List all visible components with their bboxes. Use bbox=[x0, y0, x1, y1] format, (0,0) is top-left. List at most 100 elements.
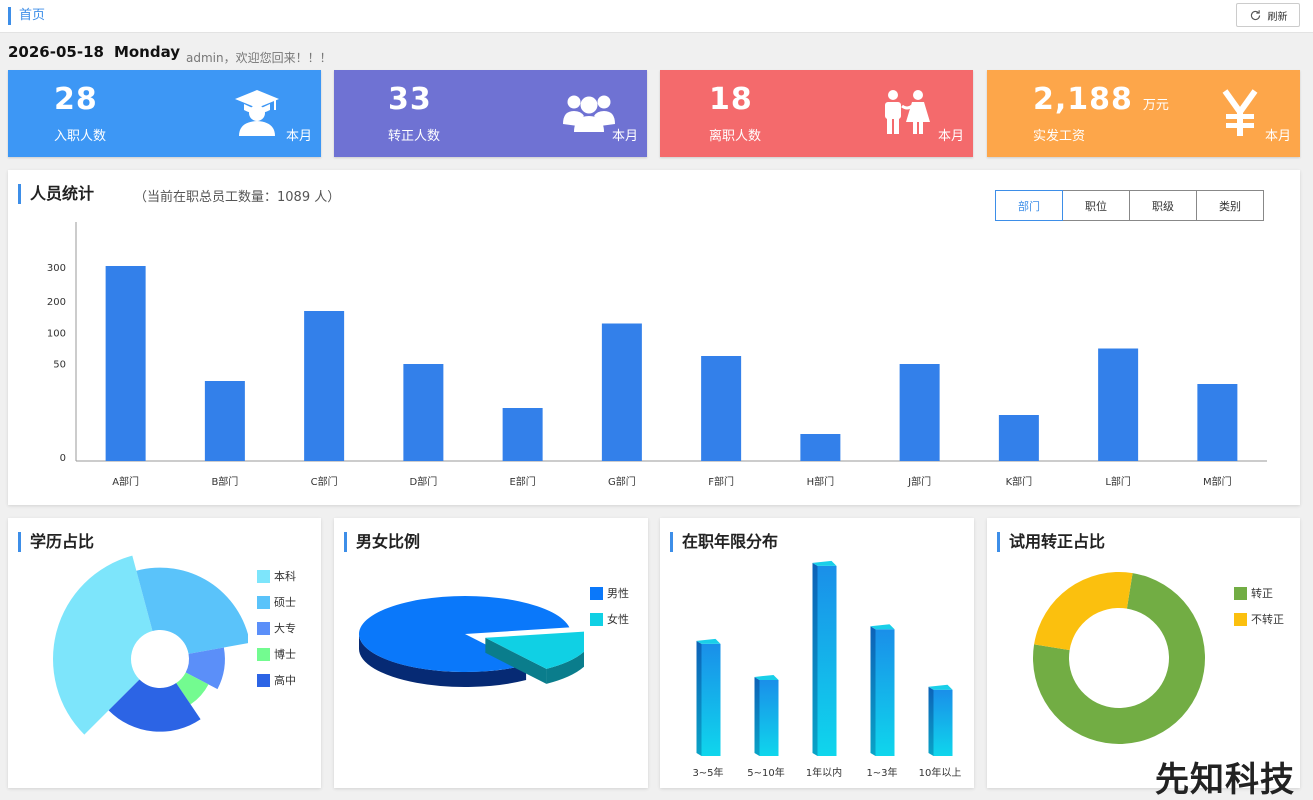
tab-position[interactable]: 职位 bbox=[1062, 190, 1130, 221]
legend-item[interactable]: 不转正 bbox=[1234, 612, 1284, 626]
x-tick-label: G部门 bbox=[608, 475, 636, 488]
gender-title: 男女比例 bbox=[344, 532, 420, 552]
gender-panel: 男女比例 男性女性 bbox=[334, 518, 648, 788]
bar-J部门 bbox=[899, 364, 940, 461]
stat-value: 18 bbox=[709, 82, 753, 117]
x-tick-label: A部门 bbox=[112, 475, 139, 488]
legend-label: 男性 bbox=[607, 587, 629, 600]
bar-E部门 bbox=[502, 408, 543, 461]
legend-label: 硕士 bbox=[274, 596, 296, 609]
legend-item[interactable]: 女性 bbox=[590, 612, 629, 626]
bar-top-1年以内 bbox=[812, 560, 837, 566]
legend-item[interactable]: 博士 bbox=[257, 647, 296, 661]
bar-side-1~3年 bbox=[870, 626, 876, 756]
stat-label: 入职人数 bbox=[54, 129, 107, 144]
y-tick-label: 100 bbox=[47, 328, 66, 339]
department-bar-chart: 0 50 100 200 300 A部门 B部门 C部门 D部门 E部门 G部门 F部门 H部门 J部门 K… bbox=[47, 222, 1267, 488]
pie-side-male bbox=[359, 634, 527, 687]
x-tick-label: H部门 bbox=[807, 475, 835, 488]
x-tick-label: L部门 bbox=[1105, 475, 1131, 488]
y-tick-label: 200 bbox=[47, 297, 66, 308]
legend-item[interactable]: 本科 bbox=[257, 569, 296, 583]
bar-L部门 bbox=[1098, 348, 1139, 461]
tenure-panel: 在职年限分布 3~5年 5~10年 1年以内 1~3年 10年以上 bbox=[660, 518, 974, 788]
legend-item[interactable]: 大专 bbox=[257, 621, 296, 635]
rose-slice-高中 bbox=[108, 679, 201, 732]
stat-unit: 万元 bbox=[1142, 98, 1169, 113]
legend-item[interactable]: 转正 bbox=[1234, 586, 1284, 600]
bar-front-1~3年 bbox=[875, 629, 895, 756]
bar-front-5~10年 bbox=[759, 679, 779, 756]
bar-side-5~10年 bbox=[754, 676, 760, 756]
bar-A部门 bbox=[105, 266, 146, 461]
x-tick-label: 3~5年 bbox=[692, 766, 723, 779]
refresh-icon bbox=[1250, 9, 1260, 20]
bar-top-10年以上 bbox=[928, 684, 953, 690]
education-panel: 学历占比 本科 硕士 大专 博士 高中 bbox=[8, 518, 321, 788]
bar-front-1年以内 bbox=[817, 565, 837, 756]
breadcrumb-home[interactable]: 首页 bbox=[8, 7, 45, 25]
legend-swatch bbox=[1234, 612, 1247, 626]
bar-side-3~5年 bbox=[696, 640, 702, 756]
yen-icon bbox=[1222, 89, 1258, 136]
x-tick-label: K部门 bbox=[1006, 475, 1033, 488]
pie-side-female bbox=[546, 651, 584, 684]
bar-M部门 bbox=[1197, 384, 1238, 461]
y-tick-label: 0 bbox=[60, 453, 66, 464]
pie-slice-female bbox=[485, 631, 584, 669]
donut-slice-不转正 bbox=[1034, 572, 1133, 651]
legend-label: 不转正 bbox=[1251, 613, 1284, 626]
legend-item[interactable]: 男性 bbox=[590, 586, 629, 600]
tab-category[interactable]: 类别 bbox=[1196, 190, 1264, 221]
education-legend: 本科硕士大专博士高中 bbox=[257, 569, 296, 699]
rose-slice-本科 bbox=[53, 555, 153, 735]
graduate-icon bbox=[235, 90, 279, 136]
personnel-panel: 人员统计 （当前在职总员工数量：1089 人） 部门 职位 职级 类别 0 50 1… bbox=[8, 170, 1300, 505]
legend-label: 大专 bbox=[274, 622, 296, 635]
bar-top-3~5年 bbox=[696, 638, 721, 644]
tenure-bar-chart: 3~5年 5~10年 1年以内 1~3年 10年以上 bbox=[692, 560, 962, 779]
bar-G部门 bbox=[601, 323, 642, 461]
stat-card-salary: 2,188 万元 实发工资 本月 bbox=[987, 70, 1300, 157]
legend-label: 本科 bbox=[274, 570, 296, 583]
legend-swatch bbox=[257, 647, 270, 661]
legend-label: 高中 bbox=[274, 674, 296, 687]
personnel-subtitle: （当前在职总员工数量：1089 人） bbox=[134, 190, 341, 205]
rose-slice-硕士 bbox=[136, 567, 248, 654]
bar-side-1年以内 bbox=[812, 562, 818, 756]
legend-swatch bbox=[257, 621, 270, 635]
legend-swatch bbox=[257, 595, 270, 609]
x-tick-label: E部门 bbox=[509, 475, 535, 488]
legend-item[interactable]: 硕士 bbox=[257, 595, 296, 609]
legend-label: 博士 bbox=[274, 648, 296, 661]
x-tick-label: 1~3年 bbox=[866, 766, 897, 779]
legend-swatch bbox=[590, 586, 603, 600]
pie-side-female-cut bbox=[485, 637, 547, 684]
x-tick-label: J部门 bbox=[907, 475, 931, 488]
legend-item[interactable]: 高中 bbox=[257, 673, 296, 687]
x-tick-label: D部门 bbox=[410, 475, 438, 488]
tab-department[interactable]: 部门 bbox=[995, 190, 1063, 221]
legend-swatch bbox=[257, 569, 270, 583]
refresh-button[interactable]: 刷新 bbox=[1236, 3, 1300, 27]
probation-panel: 试用转正占比 转正 不转正 bbox=[987, 518, 1300, 788]
stat-period: 本月 bbox=[611, 129, 638, 144]
stat-value: 33 bbox=[388, 82, 432, 117]
group-icon bbox=[563, 95, 615, 132]
bar-front-3~5年 bbox=[701, 643, 721, 756]
bar-side-10年以上 bbox=[928, 686, 934, 756]
gender-pie-chart bbox=[359, 596, 584, 687]
refresh-label: 刷新 bbox=[1267, 11, 1288, 23]
stat-label: 转正人数 bbox=[388, 129, 441, 144]
stat-label: 实发工资 bbox=[1033, 129, 1086, 144]
stat-period: 本月 bbox=[285, 129, 312, 144]
x-tick-label: 10年以上 bbox=[919, 766, 962, 779]
y-tick-label: 50 bbox=[53, 360, 66, 371]
x-tick-label: 1年以内 bbox=[806, 766, 842, 779]
education-rose-chart bbox=[53, 555, 248, 735]
donut-slice-转正 bbox=[1033, 573, 1205, 744]
x-tick-label: F部门 bbox=[708, 475, 734, 488]
bar-D部门 bbox=[403, 364, 444, 461]
legend-swatch bbox=[590, 612, 603, 626]
stat-label: 离职人数 bbox=[709, 129, 762, 144]
